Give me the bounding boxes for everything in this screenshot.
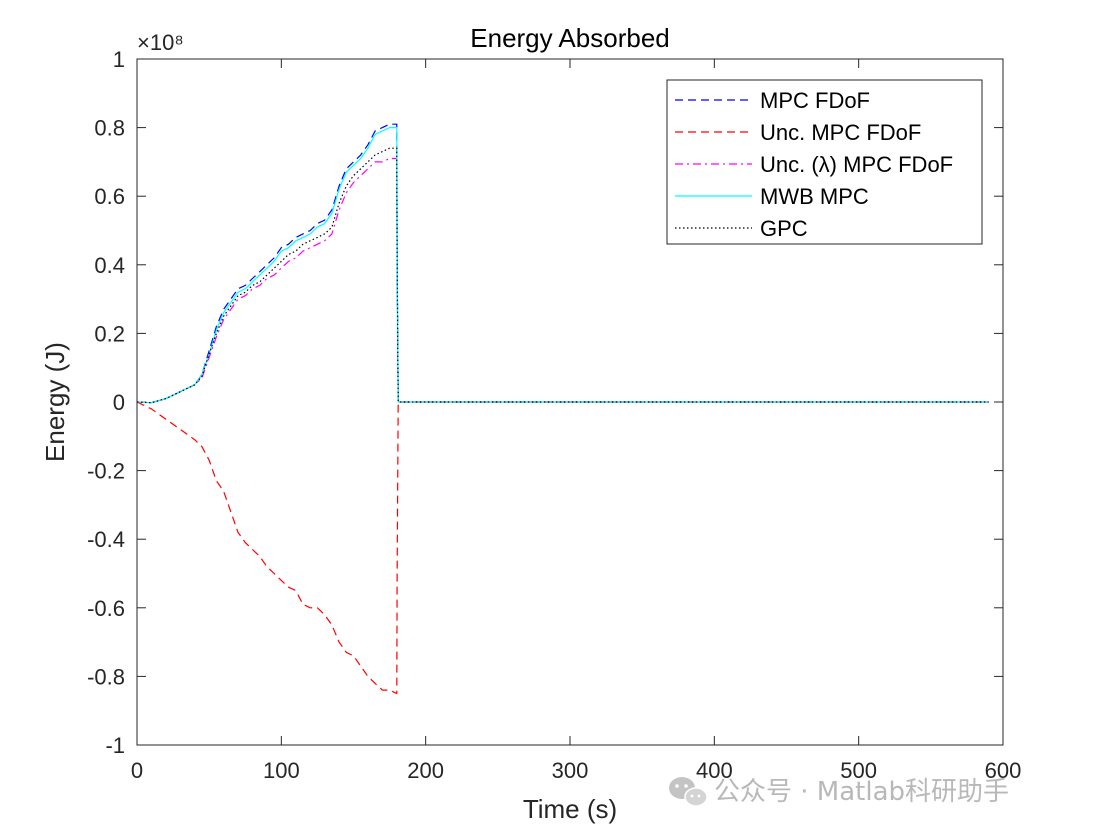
wechat-icon [669,777,708,807]
y-tick-label: 0.2 [94,321,125,346]
y-tick-label: 0.6 [94,184,125,209]
y-tick-label: 0.8 [94,116,125,141]
series-line-4 [136,147,989,404]
x-tick-label: 400 [696,758,733,783]
series-line-0 [136,123,989,404]
series-line-2 [136,157,989,404]
legend-entry-label: MPC FDoF [760,88,870,113]
y-axis-label: Energy (J) [40,342,70,462]
legend-entry-label: MWB MPC [760,184,869,209]
y-tick-label: 0.4 [94,253,125,278]
y-tick-label: 1 [113,47,125,72]
y-exponent-label: ×10⁸ [137,30,184,55]
legend-entry-label: GPC [760,216,808,241]
x-tick-label: 100 [263,758,300,783]
y-tick-label: -0.2 [87,459,125,484]
y-tick-label: -0.4 [87,527,125,552]
legend: MPC FDoF Unc. MPC FDoF Unc. (λ) MPC FDoF MW… [666,79,983,245]
series-line-1 [136,401,989,695]
watermark-text: 公众号 · Matlab科研助手 [714,777,1009,807]
x-tick-label: 600 [985,758,1022,783]
y-tick-label: -0.8 [87,664,125,689]
x-tick-label: 500 [840,758,877,783]
x-tick-label: 300 [552,758,589,783]
series-lines [136,123,989,695]
watermark: 公众号 · Matlab科研助手 [669,777,1009,807]
y-tick-label: 0 [113,390,125,415]
chart-title: Energy Absorbed [470,23,669,53]
legend-entry-label: Unc. MPC FDoF [760,120,921,145]
x-tick-label: 200 [407,758,444,783]
x-axis: 0 100 200 300 400 500 600 [131,59,1021,783]
y-tick-label: -0.6 [87,596,125,621]
legend-entry-label: Unc. (λ) MPC FDoF [760,152,953,177]
y-tick-label: -1 [105,733,125,758]
x-tick-label: 0 [131,758,143,783]
legend-box [666,79,983,245]
x-axis-label: Time (s) [523,794,617,824]
y-axis: 1 0.8 0.6 0.4 0.2 0 -0.2 -0.4 -0.6 -0.8 -1 [87,47,1003,758]
